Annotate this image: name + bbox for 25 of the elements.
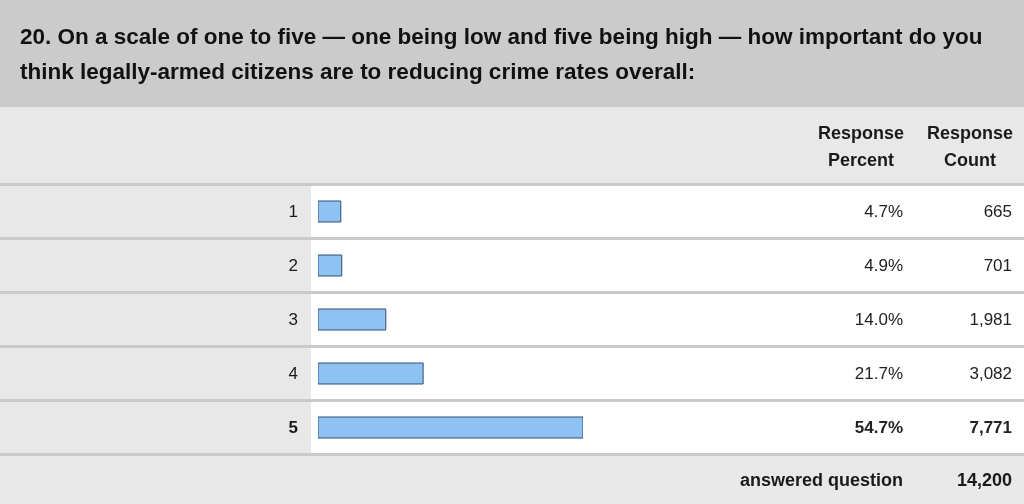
- bar: [318, 416, 583, 439]
- text: 665: [983, 202, 1012, 221]
- bar: [318, 308, 387, 331]
- bar: [318, 200, 342, 223]
- y-tick-label: 3: [288, 309, 298, 329]
- text: 701: [983, 256, 1012, 275]
- data-label: 4.9%: [864, 256, 903, 275]
- y-tick-label: 2: [288, 255, 298, 275]
- chart-title: 20. On a scale of one to five — one being low and five being high — how important do you think legally-armed citizens are to reducing crime rates overall:: [20, 24, 983, 84]
- text: 14,200: [956, 470, 1012, 490]
- y-tick-label: 5: [288, 417, 298, 437]
- bar: [318, 362, 424, 385]
- text: 7,771: [969, 418, 1012, 437]
- text: Response Count: [926, 123, 1014, 170]
- y-tick-label: 1: [288, 201, 298, 221]
- bar: [318, 254, 343, 277]
- data-label: 21.7%: [854, 364, 903, 383]
- text: 1,981: [969, 310, 1012, 329]
- data-label: 4.7%: [864, 202, 903, 221]
- text: Response Percent: [817, 123, 905, 170]
- y-tick-label: 4: [288, 363, 298, 383]
- data-label: 14.0%: [854, 310, 903, 329]
- data-label: 54.7%: [854, 418, 903, 437]
- text: 3,082: [969, 364, 1012, 383]
- text: answered question: [739, 470, 903, 490]
